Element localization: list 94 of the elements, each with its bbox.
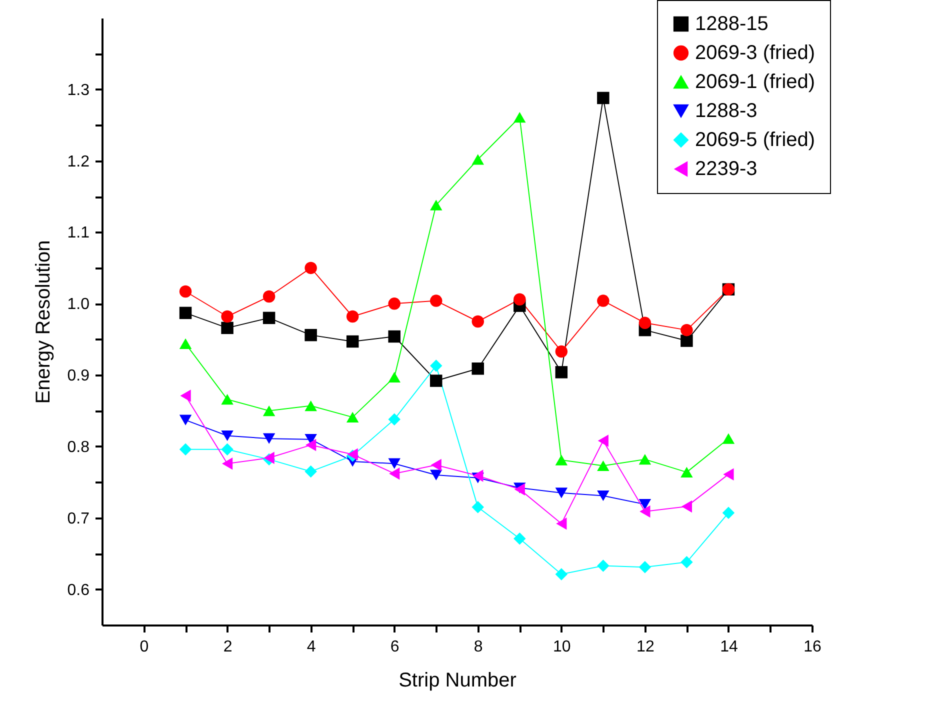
y-tick-label: 1.2 — [67, 153, 90, 170]
point — [262, 405, 276, 416]
point — [514, 112, 526, 123]
point — [638, 316, 652, 330]
y-tick-label: 0.8 — [67, 438, 90, 456]
point — [179, 338, 192, 349]
point — [555, 454, 568, 466]
point — [681, 500, 692, 513]
point — [430, 470, 442, 480]
point — [555, 488, 568, 498]
point — [222, 457, 233, 470]
point — [430, 458, 442, 472]
point — [555, 366, 568, 378]
point — [556, 517, 567, 530]
point — [514, 293, 526, 306]
y-tick-label: 0.9 — [67, 368, 90, 385]
x-tick-label: 4 — [306, 638, 316, 656]
legend-label: 2069-5 (fried) — [695, 129, 816, 151]
x-tick-label: 12 — [636, 638, 654, 656]
y-tick-label: 1.1 — [67, 224, 90, 242]
point — [221, 430, 234, 442]
point — [179, 443, 192, 456]
point — [597, 560, 610, 572]
point — [346, 412, 359, 422]
x-tick-label: 10 — [553, 638, 571, 656]
point — [680, 324, 693, 336]
point — [262, 290, 276, 303]
point — [597, 490, 610, 502]
point — [638, 499, 652, 510]
point — [722, 506, 735, 520]
point — [514, 532, 526, 545]
point — [179, 306, 192, 320]
point — [430, 294, 442, 307]
x-tick-label: 14 — [720, 638, 738, 656]
point — [304, 400, 317, 412]
point — [555, 345, 568, 358]
point — [680, 466, 693, 478]
legend-label: 2069-1 (fried) — [695, 71, 816, 93]
point — [638, 454, 652, 465]
y-axis-title: Energy Resolution — [32, 240, 54, 404]
x-axis-title: Strip Number — [398, 670, 517, 692]
point — [179, 414, 192, 426]
point — [221, 443, 234, 456]
point — [598, 434, 608, 447]
point — [306, 438, 316, 452]
y-tick-label: 0.7 — [67, 510, 90, 528]
point — [346, 335, 359, 348]
point — [472, 362, 484, 375]
point — [388, 413, 400, 426]
point — [304, 465, 317, 478]
point — [221, 322, 234, 334]
point — [472, 315, 484, 328]
point — [304, 328, 317, 342]
point — [388, 372, 400, 383]
legend-label: 1288-15 — [695, 13, 768, 35]
point — [346, 310, 359, 323]
point — [555, 568, 568, 580]
point — [472, 501, 484, 514]
point — [262, 312, 276, 324]
point — [221, 310, 234, 323]
legend-label: 2069-3 (fried) — [695, 42, 816, 64]
point — [430, 360, 442, 372]
point — [680, 556, 693, 568]
point — [472, 154, 484, 165]
point — [388, 330, 400, 343]
point — [221, 394, 234, 405]
point — [180, 390, 191, 402]
x-tick-label: 8 — [474, 638, 483, 656]
point — [472, 470, 484, 482]
point — [597, 92, 610, 104]
y-tick-label: 1.0 — [67, 296, 90, 314]
point — [722, 433, 735, 444]
point — [389, 467, 400, 480]
legend-label: 1288-3 — [695, 100, 758, 122]
y-tick-label: 1.3 — [67, 82, 90, 99]
point — [597, 294, 610, 307]
point — [430, 200, 442, 210]
point — [680, 334, 693, 347]
x-tick-label: 0 — [140, 638, 149, 656]
legend-label: 2239-3 — [695, 158, 758, 180]
y-tick-label: 0.6 — [67, 582, 90, 599]
point — [304, 262, 317, 274]
point — [723, 468, 734, 480]
x-tick-label: 16 — [804, 638, 822, 656]
point — [597, 460, 610, 472]
point — [388, 458, 400, 469]
point — [430, 374, 442, 387]
point — [640, 505, 650, 518]
point — [262, 433, 276, 444]
x-tick-label: 2 — [223, 638, 232, 656]
point — [179, 285, 192, 298]
x-tick-label: 6 — [390, 638, 400, 656]
point — [638, 561, 652, 574]
point — [388, 298, 400, 310]
